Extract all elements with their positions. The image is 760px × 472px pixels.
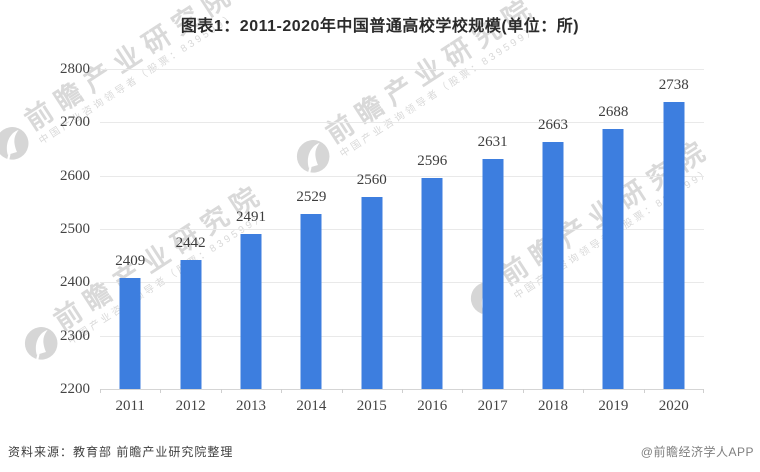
x-tick-label: 2012	[175, 398, 206, 414]
x-tick-label: 2016	[417, 398, 448, 414]
bar-value-label: 2596	[417, 152, 448, 169]
x-tick-label: 2020	[658, 398, 689, 414]
bar-2012	[180, 259, 202, 389]
bar-2019	[602, 128, 624, 389]
x-tick-label: 2018	[537, 398, 568, 414]
bar-2011	[119, 277, 141, 389]
x-axis-tick	[281, 389, 283, 393]
x-axis-tick	[160, 389, 162, 393]
bar-value-label: 2529	[296, 188, 327, 205]
bar-2016	[421, 177, 443, 389]
x-axis-tick	[643, 389, 645, 393]
bar-cell: 2738	[644, 69, 704, 389]
bar-2015	[361, 197, 383, 389]
gridline	[100, 175, 704, 177]
bar-cell: 2596	[402, 69, 462, 389]
x-axis-tick	[341, 389, 343, 393]
x-axis-tick	[402, 389, 403, 393]
bar-value-label: 2738	[658, 77, 689, 94]
x-axis-tick	[100, 389, 101, 393]
brand-credit: @前瞻经济学人APP	[640, 445, 754, 459]
x-tick-label: 2015	[356, 398, 387, 414]
y-tick-label: 2300	[60, 327, 90, 344]
plot-area: 2800 2700 2600 2500 2400 2300 2200 2011 2409 2012…	[60, 62, 704, 414]
x-axis-tick	[703, 389, 704, 393]
x-tick-label: 2014	[296, 398, 327, 414]
bar-value-label: 2631	[477, 134, 508, 151]
y-tick-label: 2200	[60, 381, 90, 397]
bar-value-label: 2442	[175, 234, 206, 251]
bar-cell: 2663	[523, 69, 583, 389]
x-tick-label: 2011	[115, 398, 145, 414]
y-tick-label: 2700	[60, 114, 90, 131]
bar-2014	[300, 213, 322, 389]
bar-2020	[663, 102, 685, 389]
bar-value-label: 2491	[235, 208, 266, 225]
bar-cell: 2560	[342, 69, 402, 389]
y-tick-label: 2800	[60, 61, 90, 77]
x-axis-tick	[220, 389, 222, 393]
bar-value-label: 2560	[356, 172, 387, 188]
bar-cell: 2688	[583, 69, 643, 389]
bar-cell: 2491	[221, 69, 281, 389]
x-tick-label: 2013	[235, 398, 266, 414]
source-note: 资料来源：教育部 前瞻产业研究院整理	[8, 445, 234, 459]
y-tick-label: 2600	[60, 167, 90, 184]
gridline	[100, 282, 704, 284]
y-tick-label: 2500	[60, 221, 90, 237]
gridline	[100, 229, 704, 230]
chart-title: 图表1：2011-2020年中国普通高校学校规模(单位：所)	[180, 18, 580, 35]
gridline	[100, 335, 704, 337]
x-axis-tick	[522, 389, 524, 393]
x-axis-tick	[462, 389, 464, 393]
bar-cell: 2631	[462, 69, 522, 389]
gridline	[100, 122, 704, 124]
bar-2018	[542, 142, 564, 389]
bar-value-label: 2409	[115, 252, 146, 269]
bar-cell: 2529	[281, 69, 341, 389]
bar-value-label: 2663	[537, 117, 568, 134]
bar-cell: 2409	[100, 69, 160, 389]
bar-2017	[482, 159, 504, 389]
gridline	[100, 69, 704, 70]
y-tick-label: 2400	[60, 274, 90, 291]
x-tick-label: 2019	[598, 398, 629, 414]
bar-cell: 2442	[160, 69, 220, 389]
bar-value-label: 2688	[598, 103, 629, 120]
x-axis-tick	[583, 389, 585, 393]
bar-2013	[240, 233, 262, 389]
x-tick-label: 2017	[477, 398, 508, 414]
